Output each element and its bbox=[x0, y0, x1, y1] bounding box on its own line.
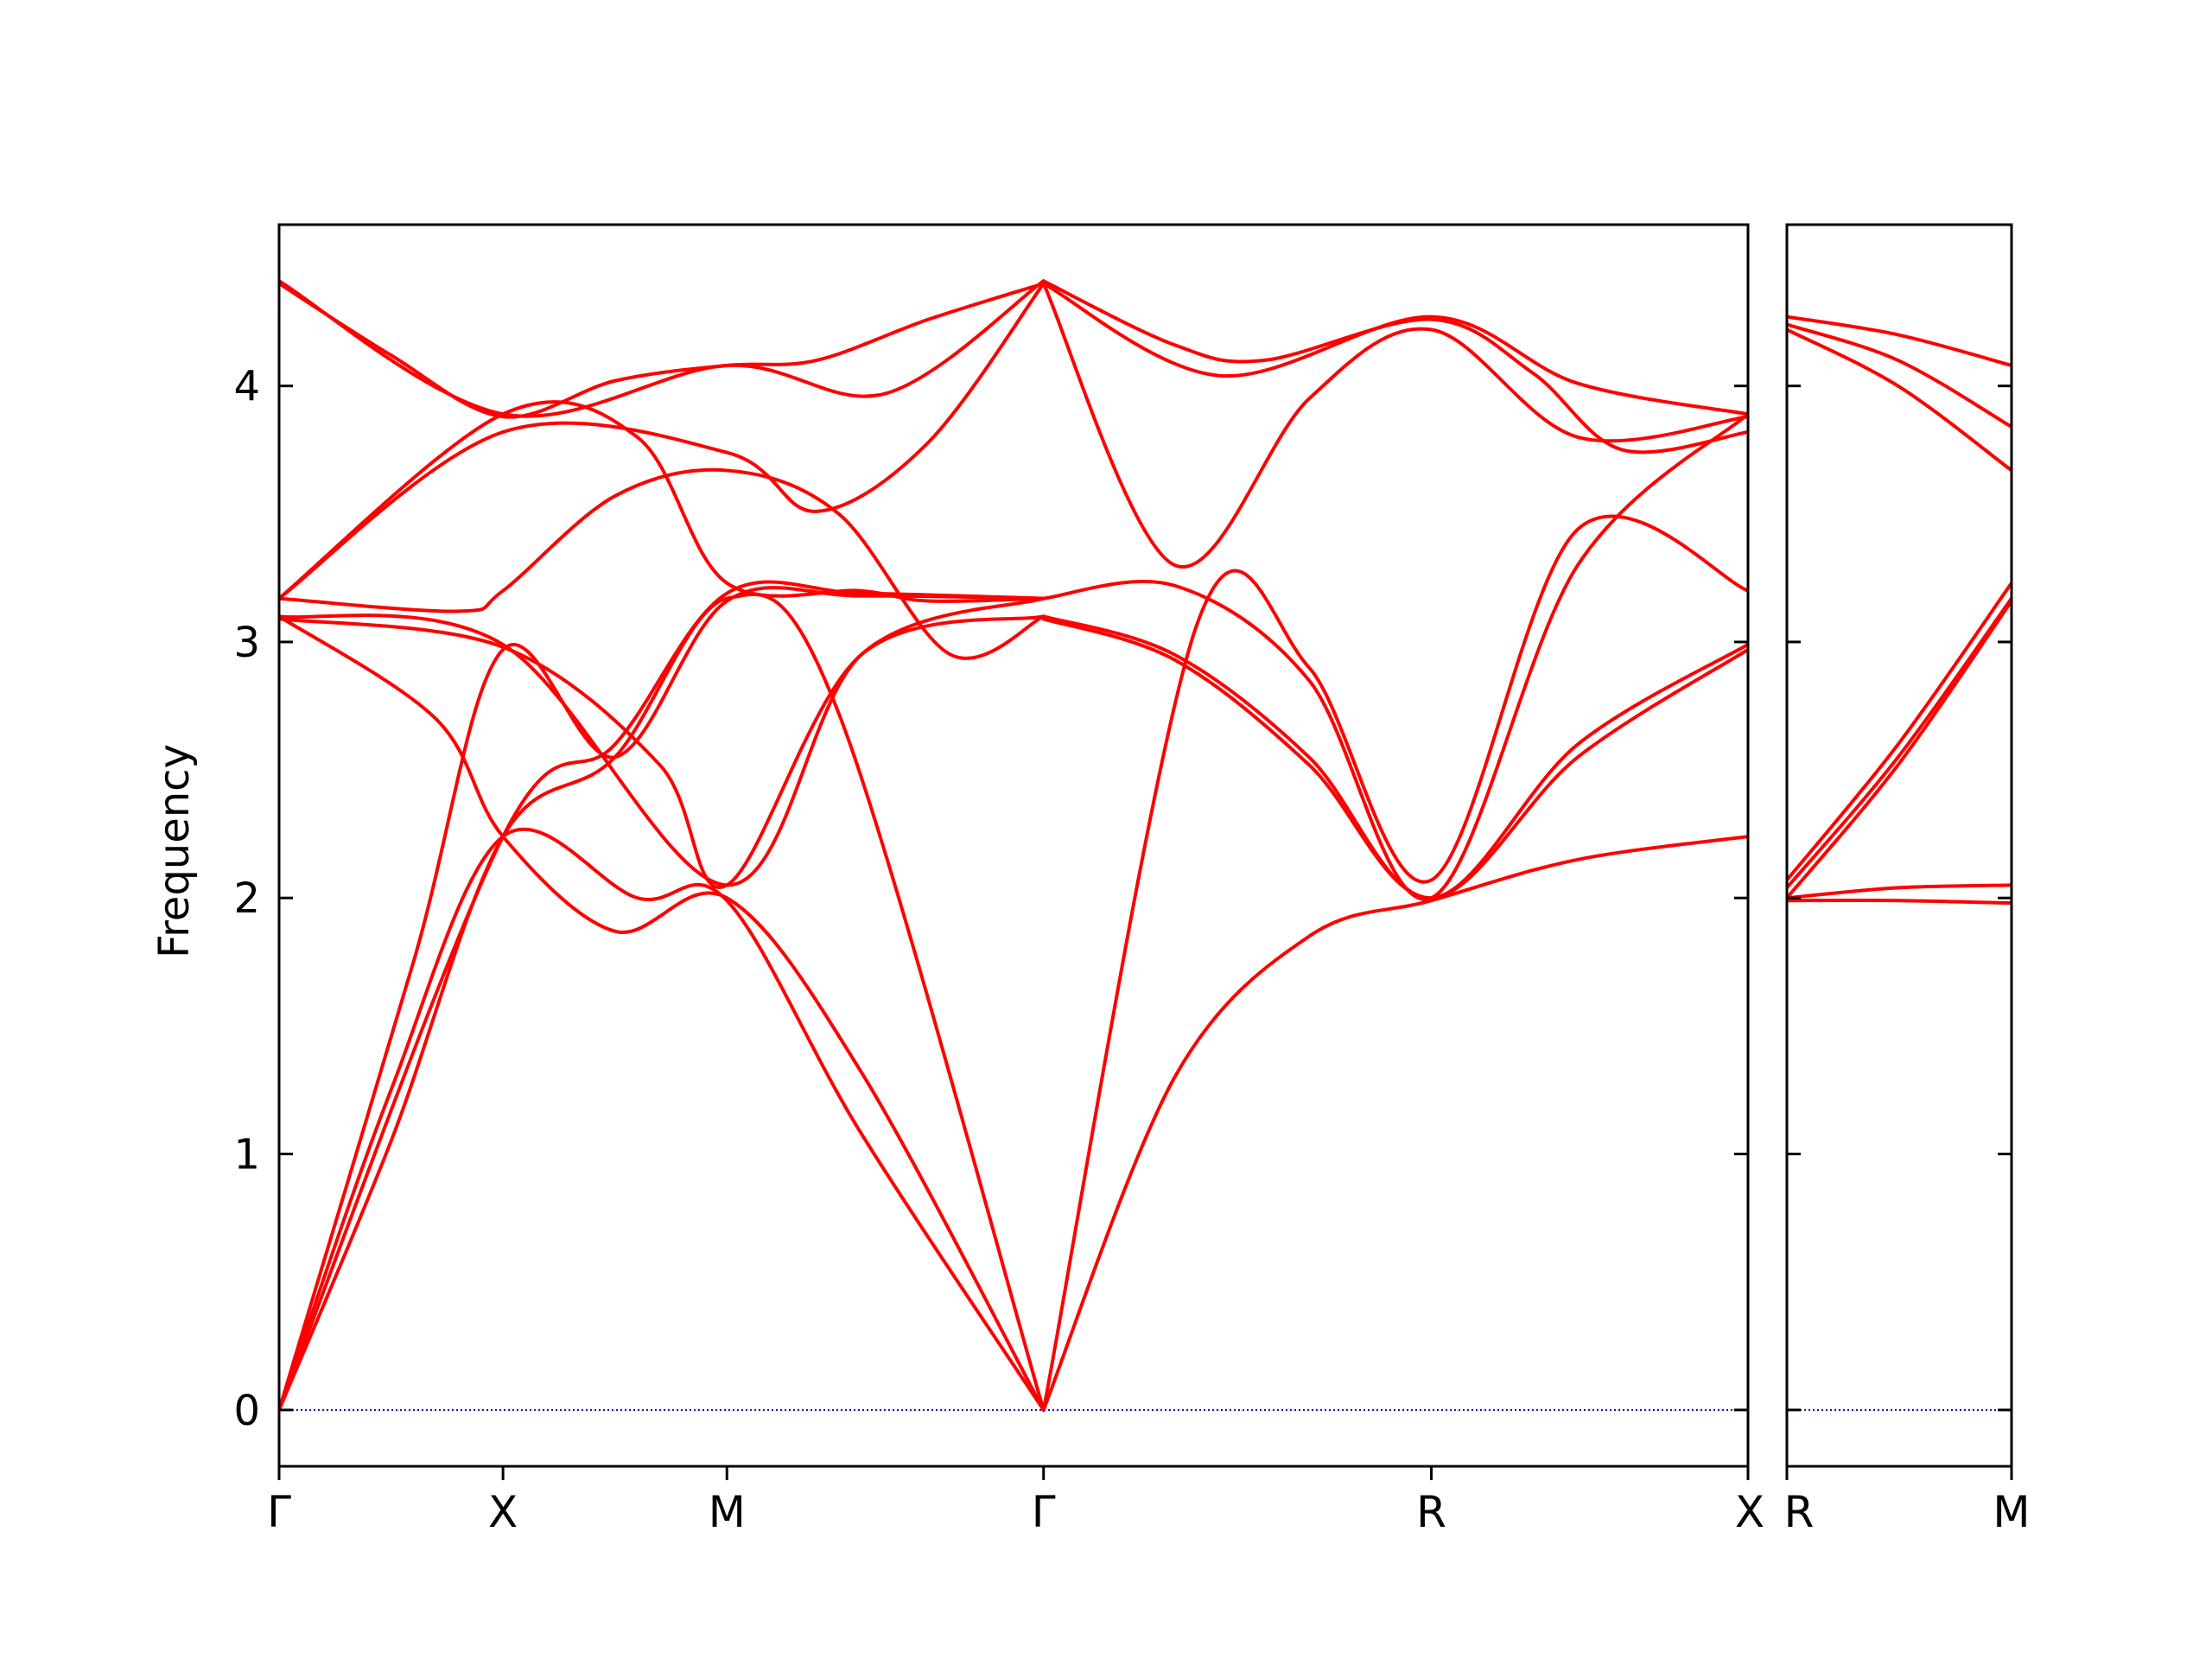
band-line-8 bbox=[279, 614, 1046, 1412]
y-tick-label: 1 bbox=[233, 1131, 260, 1179]
band-line-7 bbox=[279, 614, 1046, 889]
band-line-2 bbox=[1787, 322, 2012, 429]
x-tick-label: Γ bbox=[267, 1487, 291, 1537]
band-line-15 bbox=[1041, 514, 1748, 1412]
x-tick-label: R bbox=[1416, 1487, 1446, 1537]
band-line-1 bbox=[1787, 315, 2012, 367]
x-tick-label: R bbox=[1784, 1487, 1815, 1537]
y-tick-label: 2 bbox=[233, 874, 260, 923]
band-line-12 bbox=[279, 592, 1046, 1412]
panel-frame bbox=[277, 223, 1750, 1468]
band-line-7 bbox=[1787, 883, 2012, 900]
band-line-6 bbox=[1787, 599, 2012, 900]
band-line-20 bbox=[1041, 282, 1748, 569]
x-tick-label: M bbox=[709, 1487, 746, 1537]
band-line-13 bbox=[1041, 279, 1748, 454]
band-line-10 bbox=[279, 586, 1046, 1412]
x-tick-label: M bbox=[1993, 1487, 2030, 1537]
x-tick-label: Γ bbox=[1032, 1487, 1056, 1537]
band-line-14 bbox=[1041, 282, 1748, 416]
band-line-18 bbox=[1041, 617, 1748, 900]
x-tick-label: X bbox=[488, 1487, 518, 1537]
y-tick-label: 3 bbox=[233, 619, 260, 667]
band-line-2 bbox=[279, 282, 1046, 419]
y-tick-label: 4 bbox=[233, 363, 260, 411]
y-axis-label: Frequency bbox=[150, 744, 199, 958]
panel-1: 0 1 2 3 4 Γ X M Γ R X bbox=[233, 223, 1764, 1537]
band-line-5 bbox=[1787, 596, 2012, 890]
band-line-5 bbox=[279, 400, 1046, 603]
band-lines bbox=[1787, 315, 2012, 906]
band-line-11 bbox=[279, 580, 1046, 1412]
band-line-9 bbox=[279, 827, 1046, 1412]
band-line-19 bbox=[1041, 835, 1748, 1412]
y-tick-label: 0 bbox=[233, 1387, 260, 1435]
panel-frame bbox=[1785, 223, 2013, 1468]
band-lines bbox=[279, 279, 1748, 1412]
x-tick-label: X bbox=[1735, 1487, 1764, 1537]
band-line-8 bbox=[1787, 898, 2012, 906]
band-line-4 bbox=[1787, 581, 2012, 882]
band-line-3 bbox=[279, 282, 1046, 601]
band-line-3 bbox=[1787, 327, 2012, 473]
